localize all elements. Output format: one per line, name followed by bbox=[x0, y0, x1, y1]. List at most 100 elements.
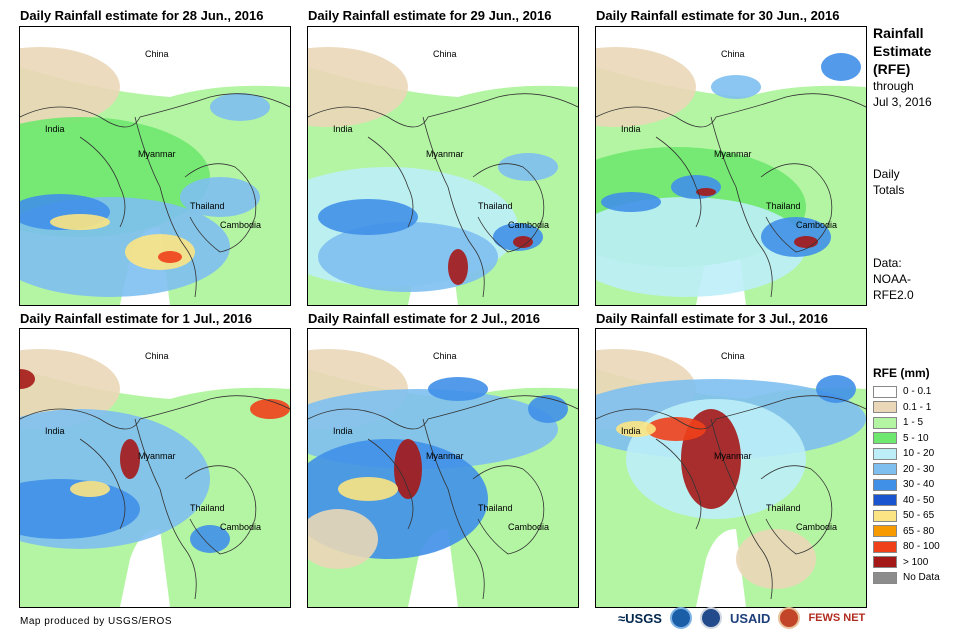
border-line bbox=[308, 93, 578, 128]
panel-title-4: Daily Rainfall estimate for 1 Jul., 2016 bbox=[20, 311, 252, 326]
legend-item: 1 - 5 bbox=[873, 415, 940, 431]
rainfall-area bbox=[308, 47, 408, 127]
legend-label: 50 - 65 bbox=[903, 510, 935, 522]
country-label-cambodia: Cambodia bbox=[220, 522, 261, 532]
rainfall-map-6: China India Myanmar Thailand Cambodia bbox=[595, 328, 867, 608]
ocean-region bbox=[120, 529, 170, 607]
through-date: Jul 3, 2016 bbox=[873, 95, 932, 109]
panel-title-1: Daily Rainfall estimate for 28 Jun., 201… bbox=[20, 8, 264, 23]
country-label-india: India bbox=[45, 426, 65, 436]
source-line1: NOAA- bbox=[873, 272, 912, 286]
rainfall-area bbox=[338, 477, 398, 501]
legend-swatch bbox=[873, 416, 897, 429]
country-label-myanmar: Myanmar bbox=[714, 451, 752, 461]
country-label-china: China bbox=[721, 351, 745, 361]
rainfall-area bbox=[158, 251, 182, 263]
country-label-cambodia: Cambodia bbox=[796, 220, 837, 230]
legend-item: 80 - 100 bbox=[873, 539, 940, 555]
country-label-india: India bbox=[621, 124, 641, 134]
rainfall-area bbox=[120, 439, 140, 479]
daily-totals: Daily Totals bbox=[873, 166, 904, 198]
map-svg: China India Myanmar Thailand Cambodia bbox=[20, 27, 290, 305]
legend-item: 20 - 30 bbox=[873, 462, 940, 478]
country-label-china: China bbox=[721, 49, 745, 59]
border-line bbox=[20, 395, 290, 430]
legend-swatch bbox=[873, 432, 897, 445]
country-label-myanmar: Myanmar bbox=[138, 149, 176, 159]
rainfall-map-4: China India Myanmar Thailand Cambodia bbox=[19, 328, 291, 608]
source-line2: RFE2.0 bbox=[873, 288, 914, 302]
through-label: through bbox=[873, 79, 914, 93]
border-line bbox=[79, 438, 126, 530]
map-svg: China India Myanmar Thailand Cambodia bbox=[308, 27, 578, 305]
country-label-cambodia: Cambodia bbox=[796, 522, 837, 532]
country-label-myanmar: Myanmar bbox=[426, 149, 464, 159]
panel-title-2: Daily Rainfall estimate for 29 Jun., 201… bbox=[308, 8, 552, 23]
border-line bbox=[710, 418, 773, 600]
map-svg: China India Myanmar Thailand Cambodia bbox=[596, 329, 866, 607]
legend-item: 30 - 40 bbox=[873, 477, 940, 493]
rainfall-map-5: China India Myanmar Thailand Cambodia bbox=[307, 328, 579, 608]
country-label-india: India bbox=[333, 124, 353, 134]
border-line bbox=[655, 438, 702, 530]
rainfall-area bbox=[210, 93, 270, 121]
legend-swatch bbox=[873, 447, 897, 460]
panel-title-5: Daily Rainfall estimate for 2 Jul., 2016 bbox=[308, 311, 540, 326]
legend-label: 65 - 80 bbox=[903, 525, 935, 537]
rainfall-area bbox=[596, 197, 806, 297]
rainfall-area bbox=[736, 529, 816, 589]
rainfall-area bbox=[250, 399, 290, 419]
totals-label: Totals bbox=[873, 183, 905, 197]
border-line bbox=[20, 93, 290, 128]
legend-label: 30 - 40 bbox=[903, 479, 935, 491]
legend-rows: 0 - 0.1 0.1 - 1 1 - 5 5 - 10 10 - 20 20 - 30 3… bbox=[873, 384, 940, 586]
legend-label: 80 - 100 bbox=[903, 541, 940, 553]
border-line bbox=[367, 438, 414, 530]
rainfall-area bbox=[816, 375, 856, 403]
rainfall-area bbox=[696, 188, 716, 196]
fews-seal-icon bbox=[778, 607, 801, 629]
country-label-india: India bbox=[333, 426, 353, 436]
country-label-thailand: Thailand bbox=[478, 201, 513, 211]
usgs-logo-text: USGS bbox=[625, 610, 662, 626]
rainfall-map-3: China India Myanmar Thailand Cambodia bbox=[595, 26, 867, 306]
border-line bbox=[79, 136, 126, 228]
rainfall-area bbox=[318, 199, 418, 235]
country-label-thailand: Thailand bbox=[478, 503, 513, 513]
daily-label: Daily bbox=[873, 167, 900, 181]
country-label-china: China bbox=[145, 49, 169, 59]
rainfall-area bbox=[596, 47, 696, 127]
legend-label: 1 - 5 bbox=[903, 417, 924, 429]
legend-item: 0.1 - 1 bbox=[873, 400, 940, 416]
country-label-myanmar: Myanmar bbox=[426, 451, 464, 461]
ocean-region bbox=[696, 529, 746, 607]
rainfall-area bbox=[50, 214, 110, 230]
border-line bbox=[710, 116, 773, 298]
legend-item: 65 - 80 bbox=[873, 524, 940, 540]
country-label-india: India bbox=[621, 426, 641, 436]
legend-swatch bbox=[873, 571, 897, 584]
border-line bbox=[760, 465, 833, 555]
legend-swatch bbox=[873, 556, 897, 569]
border-line bbox=[134, 418, 197, 600]
legend-swatch bbox=[873, 401, 897, 414]
rainfall-area bbox=[20, 349, 120, 429]
border-line bbox=[760, 163, 833, 253]
legend-swatch bbox=[873, 540, 897, 553]
rainfall-area bbox=[513, 236, 533, 248]
rainfall-area bbox=[498, 153, 558, 181]
usgs-logo: ≈USGS bbox=[618, 610, 662, 626]
border-line bbox=[184, 465, 257, 555]
border-line bbox=[184, 163, 257, 253]
rainfall-area bbox=[616, 421, 656, 437]
rainfall-area bbox=[794, 236, 818, 248]
legend-label: 0 - 0.1 bbox=[903, 386, 932, 398]
country-label-china: China bbox=[433, 351, 457, 361]
country-label-thailand: Thailand bbox=[766, 201, 801, 211]
country-label-china: China bbox=[145, 351, 169, 361]
legend-item: 40 - 50 bbox=[873, 493, 940, 509]
ocean-region bbox=[408, 529, 458, 607]
country-label-china: China bbox=[433, 49, 457, 59]
country-label-thailand: Thailand bbox=[190, 201, 225, 211]
data-label: Data: bbox=[873, 256, 902, 270]
